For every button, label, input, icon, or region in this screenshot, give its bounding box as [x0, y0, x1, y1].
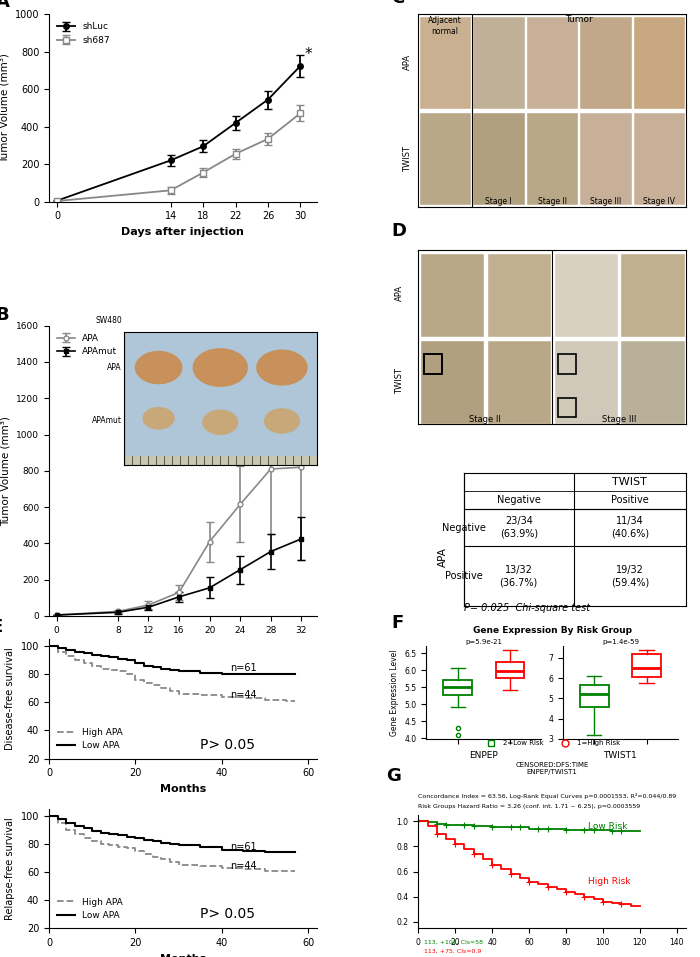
Text: *: * [304, 47, 312, 62]
Legend: shLuc, sh687: shLuc, sh687 [53, 19, 113, 49]
Text: Gene Expression By Risk Group: Gene Expression By Risk Group [473, 626, 631, 634]
Bar [620, 253, 685, 337]
Text: 23/34
(63.9%): 23/34 (63.9%) [500, 517, 538, 539]
Text: Negative: Negative [497, 495, 540, 505]
Bar [633, 112, 685, 205]
Bar [554, 253, 617, 337]
Bar [526, 16, 578, 108]
Text: TWIST: TWIST [395, 367, 404, 393]
Text: A: A [0, 0, 9, 11]
Y-axis label: Relapse-free survival: Relapse-free survival [6, 817, 15, 920]
Text: Stage IV: Stage IV [643, 197, 676, 206]
Text: P> 0.05: P> 0.05 [200, 738, 255, 752]
Y-axis label: Tumor Volume (mm³): Tumor Volume (mm³) [0, 53, 9, 163]
Text: High Risk: High Risk [588, 878, 631, 886]
Text: 11/34
(40.6%): 11/34 (40.6%) [610, 517, 649, 539]
Bar [633, 16, 685, 108]
Text: Low Risk: Low Risk [588, 822, 627, 832]
Text: E: E [0, 618, 2, 635]
Text: Stage II: Stage II [538, 197, 567, 206]
Text: 13/32
(36.7%): 13/32 (36.7%) [500, 565, 538, 587]
X-axis label: Months: Months [160, 953, 206, 957]
Bar [420, 253, 484, 337]
Text: 19/32
(59.4%): 19/32 (59.4%) [610, 565, 649, 587]
Y-axis label: Tumor Volume (mm³): Tumor Volume (mm³) [1, 416, 10, 525]
Text: TWIST: TWIST [612, 478, 648, 487]
Text: Positive: Positive [445, 570, 483, 581]
X-axis label: Days after injection: Days after injection [121, 640, 244, 650]
Text: Stage III: Stage III [602, 414, 636, 424]
Text: Adjacent
normal: Adjacent normal [428, 16, 462, 35]
Text: Concordance Index = 63.56, Log-Rank Equal Curves p=0.0001553, R²=0.044/0.89: Concordance Index = 63.56, Log-Rank Equa… [419, 793, 677, 799]
Text: APA: APA [438, 547, 447, 568]
Text: Stage II: Stage II [469, 414, 501, 424]
Text: Stage III: Stage III [590, 197, 622, 206]
Text: F: F [391, 613, 404, 632]
Text: P= 0.025  Chi-square test: P= 0.025 Chi-square test [464, 603, 590, 613]
Text: n=44: n=44 [230, 861, 257, 871]
Legend: High APA, Low APA: High APA, Low APA [53, 724, 127, 754]
Text: CENSORED:DFS:TIME
ENPEP/TWIST1: CENSORED:DFS:TIME ENPEP/TWIST1 [515, 762, 589, 774]
Text: n=44: n=44 [230, 690, 257, 701]
Text: n=61: n=61 [230, 841, 257, 852]
Bar [420, 341, 484, 424]
Bar [620, 341, 685, 424]
Text: Tumor: Tumor [565, 15, 593, 24]
Text: n=61: n=61 [230, 663, 257, 674]
X-axis label: Months: Months [160, 784, 206, 794]
Text: G: G [386, 767, 401, 785]
Bar [419, 112, 471, 205]
Bar [526, 112, 578, 205]
Text: 113, +101, Cls=58: 113, +101, Cls=58 [424, 940, 483, 946]
Bar [424, 354, 442, 373]
Legend: 2=Low Risk, 1=High Risk: 2=Low Risk, 1=High Risk [481, 738, 623, 749]
Bar [424, 354, 442, 373]
Text: APA: APA [403, 55, 412, 71]
Bar [473, 16, 525, 108]
Legend: High APA, Low APA: High APA, Low APA [53, 894, 127, 924]
Text: Positive: Positive [611, 495, 649, 505]
Bar [554, 341, 617, 424]
Bar [580, 16, 632, 108]
Bar [473, 112, 525, 205]
Text: APA: APA [395, 285, 404, 301]
Bar [557, 354, 576, 373]
Bar [419, 16, 471, 108]
Text: TWIST: TWIST [403, 145, 412, 171]
Y-axis label: Disease-free survival: Disease-free survival [6, 648, 15, 750]
Text: D: D [391, 222, 407, 239]
Text: 113, +75, Cls=0.9: 113, +75, Cls=0.9 [424, 949, 481, 954]
Bar [557, 398, 576, 417]
X-axis label: Days after injection: Days after injection [121, 227, 244, 237]
Text: P> 0.05: P> 0.05 [200, 907, 255, 922]
Text: C: C [391, 0, 405, 7]
Text: Risk Groups Hazard Ratio = 3.26 (conf. int. 1.71 ~ 6.25), p=0.0003559: Risk Groups Hazard Ratio = 3.26 (conf. i… [419, 804, 640, 810]
Legend: APA, APAmut: APA, APAmut [53, 330, 121, 360]
Text: B: B [0, 306, 9, 323]
Text: Negative: Negative [442, 523, 486, 532]
Bar [486, 341, 551, 424]
Bar [580, 112, 632, 205]
Bar [486, 253, 551, 337]
Text: Stage I: Stage I [485, 197, 512, 206]
